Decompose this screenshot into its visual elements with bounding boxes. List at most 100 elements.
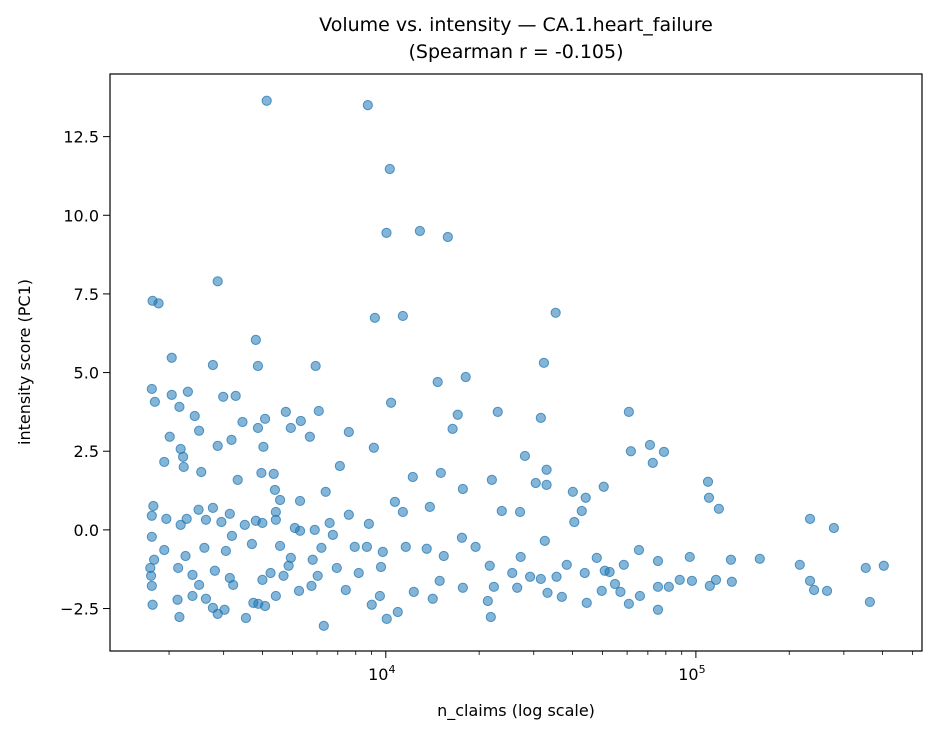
data-point: [316, 542, 327, 553]
data-point: [257, 574, 268, 585]
data-point: [512, 582, 523, 593]
data-point: [146, 531, 157, 542]
data-point: [538, 357, 550, 368]
data-point: [457, 483, 468, 495]
y-tick-label: 5.0: [74, 364, 99, 383]
data-point: [725, 554, 737, 565]
data-point: [307, 554, 318, 565]
data-point: [187, 569, 198, 580]
data-point: [159, 456, 170, 468]
data-point: [226, 434, 237, 445]
data-point: [514, 506, 526, 518]
data-point: [313, 405, 324, 417]
data-point: [285, 422, 296, 434]
data-point: [320, 486, 331, 497]
data-point: [194, 425, 205, 436]
data-point: [295, 415, 306, 427]
y-tick-label: 0.0: [74, 521, 99, 540]
data-point: [385, 397, 397, 408]
data-point: [686, 575, 698, 586]
data-point: [232, 474, 243, 485]
data-point: [541, 464, 552, 475]
data-point: [804, 575, 816, 586]
data-point: [530, 477, 541, 489]
data-point: [343, 509, 354, 520]
data-point: [159, 544, 170, 556]
data-point: [268, 468, 279, 479]
data-point: [331, 562, 342, 574]
data-point: [310, 360, 321, 372]
data-point: [484, 560, 495, 571]
data-point: [442, 231, 453, 243]
data-point: [663, 581, 674, 592]
data-point: [224, 508, 235, 519]
data-point: [209, 565, 220, 576]
data-point: [226, 530, 238, 541]
data-point: [199, 542, 210, 553]
data-point: [178, 461, 189, 473]
data-point: [864, 596, 875, 608]
data-point: [828, 522, 839, 534]
data-point: [230, 390, 241, 401]
data-point: [218, 391, 229, 402]
data-point: [652, 604, 664, 615]
data-point: [381, 227, 392, 238]
data-point: [710, 574, 722, 585]
data-point: [625, 446, 636, 457]
data-point: [414, 225, 425, 237]
data-point: [878, 560, 889, 571]
data-point: [261, 95, 272, 106]
data-point: [634, 590, 646, 602]
data-point: [485, 611, 496, 623]
data-point: [392, 606, 403, 618]
data-point: [175, 519, 186, 530]
data-point: [212, 440, 223, 451]
data-point: [265, 567, 276, 579]
data-point: [324, 517, 335, 529]
data-point: [400, 541, 411, 552]
data-point: [623, 598, 634, 609]
data-point: [196, 466, 207, 478]
data-point: [180, 550, 191, 562]
data-point: [149, 396, 160, 407]
data-point: [432, 376, 443, 388]
data-point: [182, 386, 193, 397]
data-point: [633, 544, 645, 556]
data-point: [293, 585, 305, 597]
data-point: [187, 590, 198, 602]
y-tick-label: 10.0: [63, 206, 99, 225]
data-point: [821, 585, 833, 597]
data-point: [580, 492, 591, 503]
data-point: [579, 567, 590, 579]
data-point: [312, 570, 323, 581]
data-point: [539, 535, 550, 546]
data-point: [397, 310, 408, 322]
data-point: [252, 360, 264, 372]
data-point: [368, 442, 379, 453]
data-point: [340, 584, 351, 596]
data-point: [381, 613, 392, 625]
data-point: [278, 570, 289, 581]
data-point: [704, 580, 715, 591]
data-point: [492, 406, 503, 417]
data-point: [482, 595, 493, 607]
data-point: [361, 541, 372, 552]
data-point: [456, 532, 468, 543]
data-point: [507, 567, 518, 579]
data-point: [259, 600, 271, 612]
data-point: [174, 611, 185, 623]
data-point: [754, 553, 765, 564]
x-axis-ticks: 104 105: [168, 651, 914, 684]
data-point: [274, 494, 286, 506]
data-point: [424, 501, 435, 513]
data-point: [576, 505, 587, 517]
data-point: [343, 426, 354, 438]
data-point: [173, 562, 184, 574]
data-point: [270, 514, 281, 525]
x-tick-label: 104: [368, 663, 395, 684]
data-point: [519, 450, 531, 462]
data-point: [615, 586, 626, 597]
data-point: [147, 599, 158, 610]
data-point: [237, 416, 248, 428]
data-point: [684, 551, 695, 563]
